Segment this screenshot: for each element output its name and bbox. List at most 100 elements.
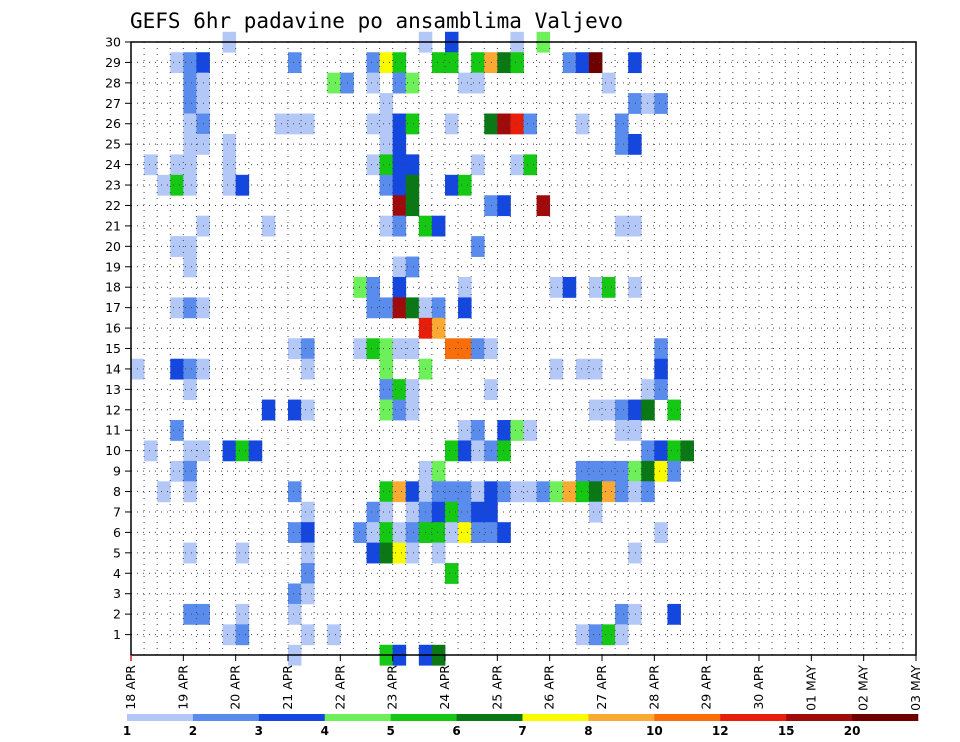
heatmap-cell [392, 297, 407, 319]
heatmap-cell [301, 338, 315, 360]
heatmap-cell [510, 481, 524, 503]
heatmap-cell [602, 460, 616, 482]
heatmap-cell [602, 72, 616, 94]
heatmap-cell [458, 420, 472, 441]
heatmap-cell [301, 563, 315, 584]
heatmap-cell [497, 113, 511, 135]
y-tick-label: 22 [105, 198, 121, 213]
heatmap-cell [458, 440, 472, 462]
heatmap-cell [392, 133, 407, 155]
heatmap-cell [183, 297, 197, 319]
heatmap-cell [183, 174, 197, 196]
legend-swatch [258, 714, 326, 721]
heatmap-cell [405, 297, 420, 319]
heatmap-cell [628, 215, 642, 237]
heatmap-cell [261, 399, 276, 421]
heatmap-cell [288, 113, 302, 135]
heatmap-cell [183, 93, 197, 114]
heatmap-cell [431, 542, 446, 564]
legend-swatch [786, 714, 853, 721]
heatmap-cell [510, 52, 524, 74]
heatmap-cell [575, 52, 590, 74]
heatmap-cell [144, 440, 158, 462]
heatmap-cell [615, 133, 629, 155]
heatmap-cell [510, 154, 524, 176]
heatmap-cell [471, 338, 485, 360]
legend-swatch [324, 714, 391, 721]
heatmap-cell [484, 338, 498, 360]
heatmap-cell [445, 52, 459, 74]
legend-swatch [522, 714, 589, 721]
heatmap-cell [405, 481, 420, 503]
heatmap-cell [615, 399, 629, 421]
heatmap-cell [301, 542, 315, 564]
heatmap-cell [183, 542, 197, 564]
heatmap-cell [497, 522, 511, 544]
heatmap-cell [405, 338, 420, 360]
heatmap-cell [458, 297, 472, 319]
legend-swatch [390, 714, 457, 721]
legend-label: 15 [778, 724, 795, 738]
legend-label: 6 [452, 724, 460, 738]
heatmap-cell [379, 542, 394, 564]
legend-swatch [654, 714, 721, 721]
heatmap-cell [366, 501, 380, 523]
y-tick-label: 3 [113, 586, 121, 601]
heatmap-cell [549, 358, 564, 380]
heatmap-cell [183, 358, 197, 380]
legend-label: 1 [123, 724, 131, 738]
heatmap-cell [301, 522, 315, 544]
y-tick-label: 5 [113, 545, 121, 560]
heatmap-cell [366, 276, 380, 298]
heatmap-cell [536, 195, 551, 217]
heatmap-cell [431, 481, 446, 503]
heatmap-cell [392, 113, 407, 135]
heatmap-cell [667, 603, 681, 625]
heatmap-cell [261, 215, 276, 237]
legend-label: 4 [321, 724, 329, 738]
y-tick-label: 21 [105, 218, 121, 233]
heatmap-cell [392, 276, 407, 298]
heatmap-cell [183, 460, 197, 482]
heatmap-cell [654, 379, 668, 400]
grid-lines [131, 41, 916, 655]
heatmap-cell [183, 603, 197, 625]
heatmap-cell [301, 358, 315, 380]
y-tick-label: 23 [105, 178, 121, 193]
heatmap-cell [497, 195, 511, 217]
legend-swatch [588, 714, 655, 721]
heatmap-cell [471, 522, 485, 544]
x-tick-label: 24 APR [437, 665, 452, 710]
heatmap-cell [392, 154, 407, 176]
heatmap-cell [222, 174, 237, 196]
heatmap-cell [301, 501, 315, 523]
y-axis-ticks: 1234567891011121314151617181920212223242… [105, 35, 131, 642]
heatmap-cell [366, 113, 380, 135]
heatmap-cell [235, 624, 250, 646]
heatmap-cell [392, 542, 407, 564]
heatmap-cell [288, 481, 302, 503]
y-tick-label: 24 [105, 157, 121, 172]
heatmap-cell [445, 501, 459, 523]
heatmap-cell [183, 440, 197, 462]
legend-label: 2 [189, 724, 197, 738]
heatmap-cell [170, 174, 184, 196]
heatmap-cell [353, 338, 367, 360]
heatmap-cell [222, 133, 237, 155]
heatmap-cell [170, 297, 184, 319]
y-tick-label: 8 [113, 484, 121, 499]
y-tick-label: 30 [105, 35, 121, 50]
x-tick-label: 02 MAY [856, 665, 871, 711]
y-tick-label: 15 [105, 341, 121, 356]
legend-label: 10 [646, 724, 663, 738]
heatmap-cell [654, 522, 668, 544]
heatmap-cell [471, 72, 485, 94]
heatmap-cell [301, 113, 315, 135]
heatmap-cell [392, 174, 407, 196]
heatmap-cell [458, 501, 472, 523]
heatmap-cell [523, 154, 537, 176]
legend-swatch [456, 714, 523, 721]
x-tick-label: 03 MAY [908, 665, 923, 711]
heatmap-cell [183, 113, 197, 135]
legend-swatch [720, 714, 787, 721]
